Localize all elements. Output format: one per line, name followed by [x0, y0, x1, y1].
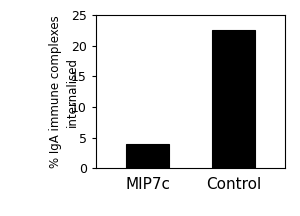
- Bar: [126, 144, 169, 168]
- Bar: [212, 30, 255, 168]
- Y-axis label: % IgA immune complexes
internalised: % IgA immune complexes internalised: [49, 15, 79, 168]
